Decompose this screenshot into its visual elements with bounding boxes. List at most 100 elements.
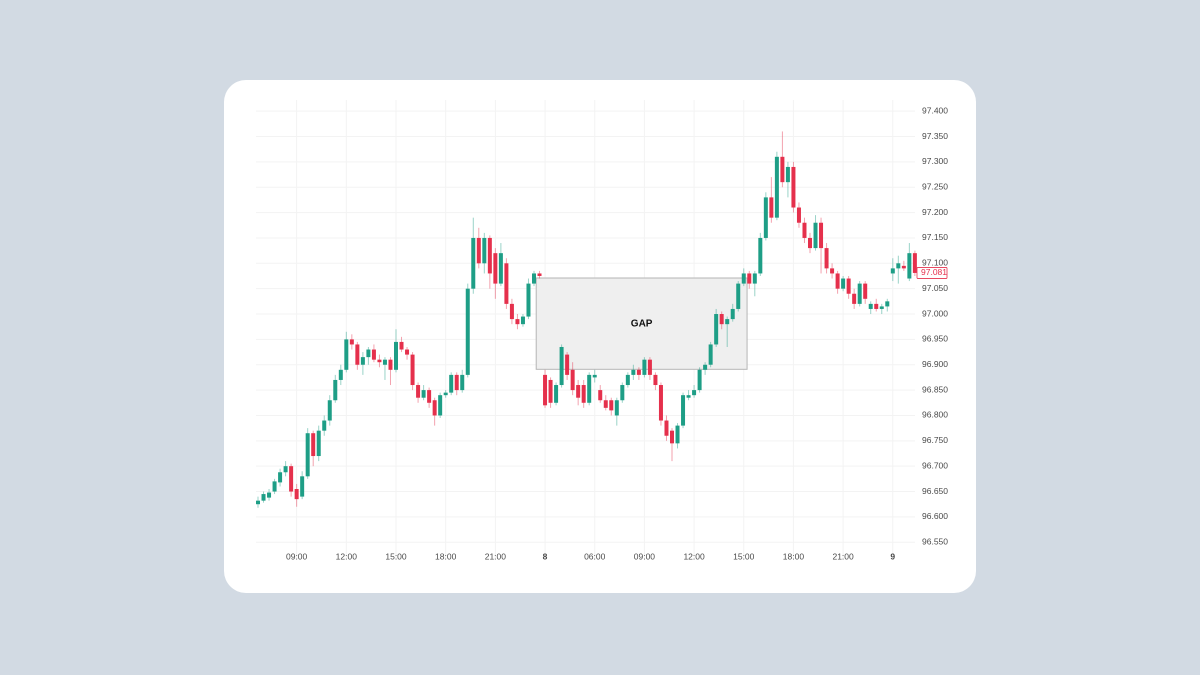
candle-body bbox=[289, 466, 294, 492]
candle-body bbox=[333, 379, 338, 401]
y-tick-label: 97.250 bbox=[922, 181, 948, 191]
candle-body bbox=[493, 253, 498, 284]
x-tick-label: 21:00 bbox=[485, 551, 507, 561]
candle-body bbox=[382, 359, 387, 365]
candle-body bbox=[338, 369, 343, 380]
candle-body bbox=[879, 306, 884, 309]
y-tick-label: 96.900 bbox=[922, 359, 948, 369]
x-tick-label: 18:00 bbox=[783, 551, 805, 561]
candle-body bbox=[592, 374, 597, 378]
x-tick-label: 09:00 bbox=[634, 551, 656, 561]
candle-body bbox=[427, 390, 432, 403]
candle-body bbox=[416, 385, 421, 398]
candle-body bbox=[305, 433, 310, 477]
candle-body bbox=[504, 263, 509, 304]
candle-body bbox=[366, 349, 371, 358]
candle-body bbox=[763, 197, 768, 238]
candle-body bbox=[841, 278, 846, 289]
candle-body bbox=[647, 359, 652, 375]
candle-body bbox=[614, 400, 619, 416]
candle-body bbox=[857, 283, 862, 304]
candle-body bbox=[565, 354, 570, 375]
candle-body bbox=[349, 339, 354, 345]
candle-body bbox=[896, 263, 901, 269]
y-tick-label: 97.100 bbox=[922, 258, 948, 268]
candle-body bbox=[747, 273, 752, 284]
candle-body bbox=[576, 385, 581, 398]
candle-body bbox=[487, 237, 492, 274]
candle-body bbox=[327, 400, 332, 421]
candle-body bbox=[631, 369, 636, 375]
x-tick-label: 21:00 bbox=[832, 551, 854, 561]
last-price-label: 97.081 bbox=[921, 267, 947, 277]
candle-body bbox=[808, 237, 812, 249]
candle-body bbox=[769, 197, 774, 218]
candle-body bbox=[509, 303, 514, 320]
x-tick-label: 15:00 bbox=[385, 551, 407, 561]
candle-body bbox=[278, 472, 283, 483]
candle-body bbox=[835, 273, 840, 289]
candle-body bbox=[316, 430, 321, 457]
candle-body bbox=[256, 500, 260, 505]
candle-body bbox=[438, 395, 443, 416]
x-tick-label: 8 bbox=[543, 551, 548, 561]
candle-body bbox=[802, 222, 807, 238]
candle-body bbox=[863, 283, 868, 299]
candle-body bbox=[874, 303, 879, 309]
candle-body bbox=[609, 400, 614, 411]
y-tick-label: 97.000 bbox=[922, 308, 948, 318]
candle-body bbox=[570, 369, 575, 391]
candle-body bbox=[548, 379, 553, 403]
candle-body bbox=[272, 481, 277, 492]
candle-body bbox=[460, 374, 465, 391]
candle-body bbox=[421, 390, 426, 398]
candle-body bbox=[625, 374, 630, 386]
candle-body bbox=[520, 316, 525, 325]
gap-label: GAP bbox=[631, 318, 653, 329]
last-price-tag bbox=[916, 267, 948, 279]
candle-body bbox=[813, 222, 818, 249]
candle-body bbox=[901, 265, 906, 269]
candle-body bbox=[399, 341, 404, 350]
y-tick-label: 97.050 bbox=[922, 283, 948, 293]
candle-body bbox=[294, 488, 299, 500]
candle-body bbox=[482, 237, 487, 264]
candle-body bbox=[830, 268, 835, 274]
candle-body bbox=[543, 374, 548, 406]
candle-body bbox=[405, 349, 410, 355]
candle-body bbox=[454, 374, 459, 391]
y-tick-label: 97.150 bbox=[922, 232, 948, 242]
candle-body bbox=[653, 374, 658, 386]
candle-body bbox=[322, 420, 327, 431]
candle-body bbox=[371, 349, 376, 360]
x-tick-label: 06:00 bbox=[584, 551, 606, 561]
candle-body bbox=[432, 400, 437, 416]
x-tick-label: 12:00 bbox=[683, 551, 705, 561]
x-tick-label: 09:00 bbox=[286, 551, 308, 561]
candle-body bbox=[907, 253, 912, 279]
candle-body bbox=[344, 339, 349, 370]
y-tick-label: 97.300 bbox=[922, 156, 948, 166]
candle-body bbox=[725, 319, 730, 325]
candle-body bbox=[890, 268, 895, 274]
candle-body bbox=[636, 369, 641, 375]
candle-body bbox=[498, 253, 503, 284]
candle-body bbox=[581, 385, 586, 403]
candle-body bbox=[741, 273, 746, 284]
candle-body bbox=[476, 237, 481, 264]
candle-body bbox=[912, 253, 917, 273]
candle-body bbox=[686, 395, 691, 398]
candle-body bbox=[692, 390, 697, 396]
candle-body bbox=[388, 359, 393, 370]
candle-body bbox=[780, 156, 785, 183]
candle-body bbox=[311, 433, 316, 457]
candle-body bbox=[360, 357, 365, 365]
candle-body bbox=[670, 430, 674, 444]
candle-body bbox=[703, 364, 708, 370]
candle-body bbox=[267, 492, 272, 498]
y-tick-label: 96.700 bbox=[922, 460, 948, 470]
candle-body bbox=[708, 344, 713, 365]
candle-body bbox=[471, 237, 476, 289]
